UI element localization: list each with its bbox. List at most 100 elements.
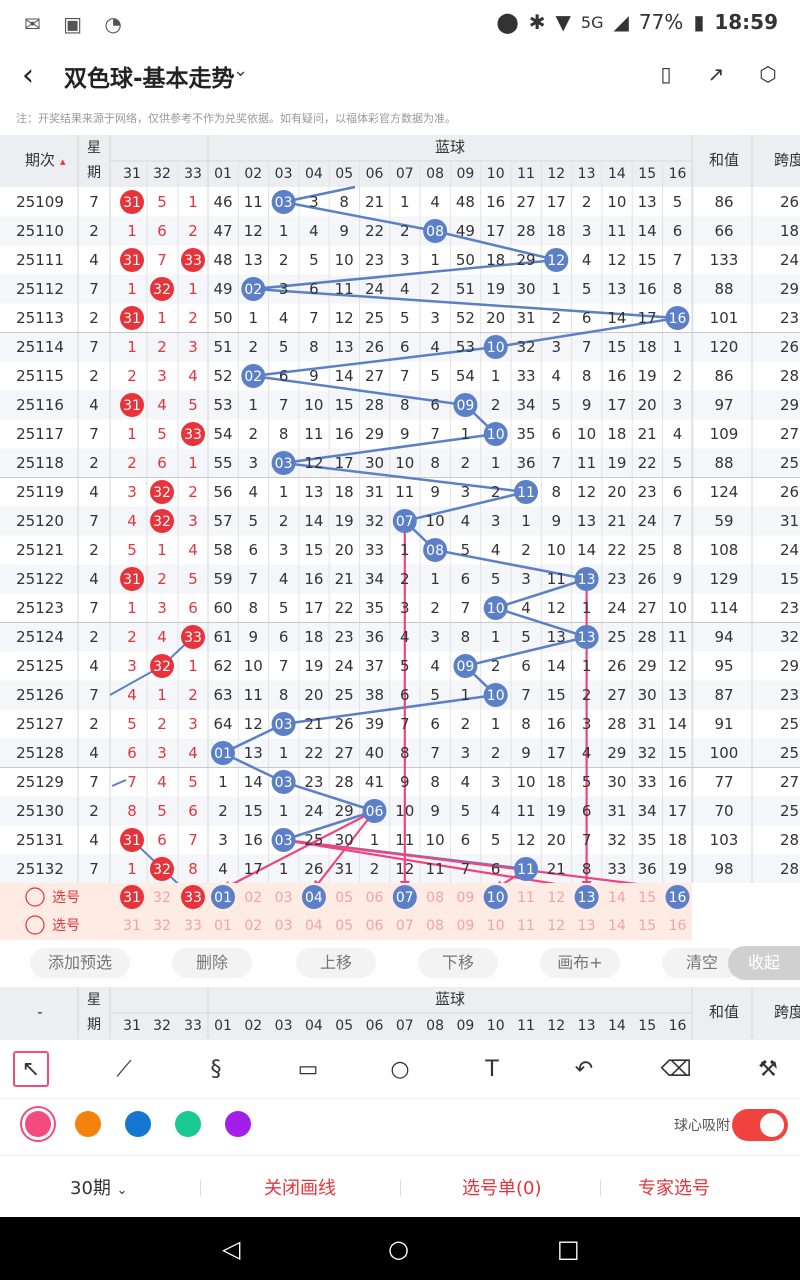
blue-miss-count: 29 bbox=[607, 744, 626, 762]
pick-blue-number: 06 bbox=[366, 890, 384, 906]
weekday: 2 bbox=[89, 715, 99, 733]
rectangle-tool-icon[interactable]: ▭ bbox=[297, 1056, 319, 1082]
color-swatch-blue[interactable] bbox=[125, 1111, 151, 1137]
expert-pick-button[interactable]: 专家选号 bbox=[638, 1178, 710, 1199]
select-arrow-icon[interactable]: ↖ bbox=[13, 1051, 49, 1087]
blue-miss-count: 18 bbox=[607, 425, 626, 443]
blue-ball-number: 10 bbox=[487, 427, 505, 443]
color-swatch-pink[interactable] bbox=[20, 1106, 56, 1142]
blue-miss-count: 22 bbox=[365, 222, 384, 240]
blue-miss-count: 46 bbox=[213, 193, 232, 211]
blue-miss-count: 15 bbox=[304, 541, 323, 559]
blue-miss-count: 12 bbox=[244, 222, 263, 240]
blue-miss-count: 9 bbox=[249, 628, 259, 646]
weekday: 2 bbox=[89, 802, 99, 820]
pick-blue-number: 10 bbox=[487, 890, 505, 906]
blue-miss-count: 19 bbox=[638, 367, 657, 385]
blue-miss-count: 9 bbox=[400, 425, 410, 443]
blue-miss-count: 17 bbox=[547, 193, 566, 211]
pick-list-button[interactable]: 选号单(0) bbox=[462, 1178, 542, 1199]
red-miss-count: 7 bbox=[157, 251, 167, 269]
blue-miss-count: 13 bbox=[244, 251, 263, 269]
red-miss-count: 2 bbox=[127, 628, 137, 646]
delete-button[interactable]: 删除 bbox=[172, 948, 252, 978]
periods-selector[interactable]: 30期 ⌄ bbox=[70, 1174, 128, 1200]
snap-toggle[interactable] bbox=[732, 1109, 788, 1141]
blue-ball-number: 10 bbox=[487, 688, 505, 704]
page-title[interactable]: 双色球-基本走势 bbox=[64, 66, 235, 92]
line-tool-icon[interactable]: ⟋ bbox=[116, 1056, 132, 1082]
nav-recents-icon[interactable]: □ bbox=[557, 1235, 580, 1263]
blue-miss-count: 11 bbox=[426, 860, 445, 878]
issue-number: 25116 bbox=[16, 396, 64, 414]
sort-icon: ▴ bbox=[60, 155, 66, 168]
sum-value: 95 bbox=[714, 657, 733, 675]
issue-number: 25129 bbox=[16, 773, 64, 791]
span-value: 24 bbox=[780, 251, 799, 269]
blue-miss-count: 11 bbox=[244, 686, 263, 704]
collapse-button[interactable]: 收起 bbox=[728, 946, 800, 980]
red-ball-number: 32 bbox=[153, 659, 171, 675]
color-swatch-orange[interactable] bbox=[75, 1111, 101, 1137]
blue-miss-count: 12 bbox=[668, 657, 687, 675]
move-up-button[interactable]: 上移 bbox=[296, 948, 376, 978]
blue-miss-count: 39 bbox=[365, 715, 384, 733]
close-drawing-button[interactable]: 关闭画线 bbox=[264, 1178, 336, 1199]
pick-blue-number: 05 bbox=[335, 890, 353, 906]
blue-miss-count: 3 bbox=[400, 251, 410, 269]
blue-miss-count: 35 bbox=[365, 599, 384, 617]
sum-value: 129 bbox=[710, 570, 739, 588]
color-swatch-purple[interactable] bbox=[225, 1111, 251, 1137]
weekday: 7 bbox=[89, 193, 99, 211]
red-ball bbox=[120, 248, 144, 272]
blue-miss-count: 29 bbox=[335, 802, 354, 820]
phone-layout-icon[interactable]: ▯ bbox=[660, 62, 672, 86]
blue-miss-count: 2 bbox=[521, 541, 531, 559]
color-swatch-green[interactable] bbox=[175, 1111, 201, 1137]
chevron-down-icon[interactable]: ⌄ bbox=[233, 60, 249, 81]
circle-tool-icon[interactable]: ○ bbox=[390, 1056, 410, 1082]
canvas-button[interactable]: 画布+ bbox=[540, 948, 620, 978]
blue-miss-count: 16 bbox=[244, 831, 263, 849]
broom-clear-icon[interactable]: ⚒ bbox=[758, 1056, 778, 1082]
add-preset-button[interactable]: 添加预选 bbox=[30, 948, 130, 978]
undo-icon[interactable]: ↶ bbox=[574, 1056, 594, 1082]
blue-miss-count: 27 bbox=[365, 367, 384, 385]
row-stripe bbox=[0, 332, 800, 362]
nav-home-icon[interactable]: ○ bbox=[388, 1235, 409, 1263]
eraser-icon[interactable]: ⌫ bbox=[660, 1056, 692, 1082]
col-issue-header: 期次 bbox=[25, 151, 55, 169]
separator bbox=[200, 1180, 201, 1196]
curve-tool-icon[interactable]: § bbox=[210, 1056, 222, 1082]
span-value: 26 bbox=[780, 193, 799, 211]
blue-miss-count: 19 bbox=[607, 454, 626, 472]
pick-blue-number: 01 bbox=[214, 890, 232, 906]
blue-miss-count: 14 bbox=[607, 309, 626, 327]
pick-blue-number: 14 bbox=[608, 890, 626, 906]
blue-miss-count: 1 bbox=[673, 338, 683, 356]
row-stripe bbox=[0, 216, 800, 246]
nav-back-icon[interactable]: ◁ bbox=[222, 1235, 241, 1263]
blue-miss-count: 28 bbox=[638, 628, 657, 646]
back-arrow-icon[interactable]: ‹ bbox=[22, 58, 34, 93]
blue-miss-count: 30 bbox=[638, 686, 657, 704]
battery-label: 77% bbox=[638, 10, 684, 34]
weekday: 4 bbox=[89, 831, 99, 849]
blue-miss-count: 8 bbox=[400, 396, 410, 414]
location-icon: ⬤ bbox=[496, 10, 519, 34]
col-sum-header: 和值 bbox=[709, 1003, 739, 1021]
red-miss-count: 4 bbox=[157, 396, 167, 414]
row-stripe bbox=[0, 680, 800, 710]
blue-miss-count: 5 bbox=[430, 367, 440, 385]
move-down-button[interactable]: 下移 bbox=[418, 948, 498, 978]
issue-number: 25110 bbox=[16, 222, 64, 240]
blue-miss-count: 2 bbox=[582, 193, 592, 211]
share-icon[interactable]: ↗ bbox=[707, 62, 725, 86]
red-col-header: 31 bbox=[123, 166, 141, 182]
text-tool-icon[interactable]: T bbox=[485, 1056, 499, 1082]
blue-miss-count: 3 bbox=[430, 309, 440, 327]
red-ball-number: 31 bbox=[123, 311, 141, 327]
settings-hexagon-icon[interactable]: ⬡ bbox=[759, 62, 777, 86]
blue-miss-count: 2 bbox=[491, 744, 501, 762]
